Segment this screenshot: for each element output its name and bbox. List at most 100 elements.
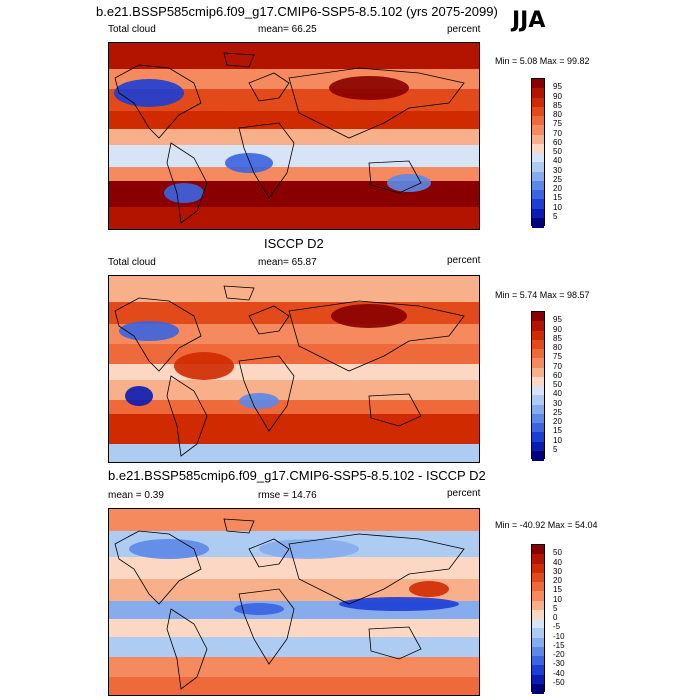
colorbar-segment <box>532 628 544 638</box>
colorbar-tick-label: 15 <box>553 426 562 436</box>
colorbar-segment <box>532 134 544 145</box>
panel-diff-units: percent <box>447 488 481 499</box>
panel-model-minmax: Min = 5.08 Max = 99.82 <box>495 56 590 66</box>
colorbar-segment <box>532 674 544 685</box>
colorbar-tick-label: 90 <box>553 91 562 101</box>
panel-diff-rmse: rmse = 14.76 <box>258 490 317 501</box>
panel-obs-mean: mean= 65.87 <box>258 257 317 268</box>
colorbar-tick-label: 70 <box>553 361 562 371</box>
colorbar-tick-label: 20 <box>553 576 562 585</box>
panel-diff-title: b.e21.BSSP585cmip6.f09_g17.CMIP6-SSP5-8.… <box>108 468 486 483</box>
colorbar-tick-label: 95 <box>553 315 562 325</box>
colorbar-tick-label: 40 <box>553 557 562 567</box>
colorbar-segment <box>532 554 544 564</box>
colorbar-segment <box>532 180 544 191</box>
colorbar-segment <box>532 88 544 98</box>
colorbar-segment <box>532 591 544 601</box>
colorbar-tick-label: 85 <box>553 333 562 343</box>
season-label: JJA <box>512 8 546 33</box>
colorbar-difference <box>531 544 545 694</box>
colorbar-tick-label: 80 <box>553 343 562 352</box>
colorbar-segment <box>532 367 544 378</box>
colorbar-segment <box>532 572 544 583</box>
colorbar-segment <box>532 423 544 433</box>
panel-model-units: percent <box>447 24 481 35</box>
colorbar-tick-label: 40 <box>553 156 562 166</box>
colorbar-segment <box>532 125 544 135</box>
colorbar-tick-label: 25 <box>553 407 562 417</box>
colorbar-tick-label: 60 <box>553 137 562 147</box>
colorbar-tick-label: 40 <box>553 389 562 399</box>
colorbar-tick-label: 70 <box>553 128 562 138</box>
map-obs-total-cloud <box>108 275 480 463</box>
colorbar-tick-label: -40 <box>553 668 565 678</box>
colorbar-segment <box>532 450 544 461</box>
colorbar-tick-label: 10 <box>553 202 562 212</box>
colorbar-tick-label: 15 <box>553 193 562 203</box>
colorbar-tick-label: 5 <box>553 603 558 613</box>
figure-title: b.e21.BSSP585cmip6.f09_g17.CMIP6-SSP5-8.… <box>96 4 498 19</box>
panel-obs-left-label: Total cloud <box>108 257 156 268</box>
colorbar-segment <box>532 609 544 620</box>
map-difference <box>108 508 480 696</box>
panel-model-mean: mean= 66.25 <box>258 24 317 35</box>
colorbar-segment <box>532 330 544 341</box>
colorbar-segment <box>532 217 544 228</box>
colorbar-tick-label: -20 <box>553 650 565 659</box>
colorbar-segment <box>532 413 544 424</box>
colorbar-segment <box>532 153 544 163</box>
colorbar-tick-label: 75 <box>553 119 562 129</box>
colorbar-tick-label: -50 <box>553 677 565 687</box>
panel-obs-minmax: Min = 5.74 Max = 98.57 <box>495 290 590 300</box>
colorbar-tick-label: 50 <box>553 380 562 389</box>
colorbar-segment <box>532 432 544 442</box>
colorbar-tick-label: 10 <box>553 435 562 445</box>
colorbar-tick-label: 85 <box>553 100 562 110</box>
colorbar-tick-label: -10 <box>553 631 565 641</box>
colorbar-segment <box>532 208 544 219</box>
colorbar-segment <box>532 665 544 675</box>
colorbar-tick-label: -5 <box>553 622 561 632</box>
colorbar-tick-label: -15 <box>553 640 565 650</box>
colorbar-segment <box>532 683 544 694</box>
colorbar-segment <box>532 116 544 126</box>
colorbar-segment <box>532 312 544 322</box>
colorbar-segment <box>532 339 544 350</box>
colorbar-segment <box>532 404 544 415</box>
colorbar-segment <box>532 349 544 359</box>
colorbar-segment <box>532 582 544 592</box>
colorbar-segment <box>532 656 544 666</box>
colorbar-tick-label: 50 <box>553 548 562 558</box>
colorbar-tick-label: 25 <box>553 174 562 184</box>
colorbar-segment <box>532 106 544 117</box>
colorbar-tick-label: 30 <box>553 566 562 576</box>
colorbar-segment <box>532 386 544 396</box>
colorbar-segment <box>532 171 544 182</box>
colorbar-tick-label: -30 <box>553 659 565 669</box>
colorbar-tick-label: 5 <box>553 211 558 221</box>
colorbar-tick-label: 20 <box>553 184 562 193</box>
colorbar-tick-label: 95 <box>553 82 562 92</box>
colorbar-tick-label: 75 <box>553 352 562 362</box>
colorbar-segment <box>532 376 544 387</box>
colorbar-segment <box>532 441 544 452</box>
colorbar-segment <box>532 395 544 405</box>
colorbar-segment <box>532 97 544 108</box>
colorbar-tick-label: 60 <box>553 370 562 380</box>
colorbar-segment <box>532 321 544 331</box>
panel-diff-mean: mean = 0.39 <box>108 490 164 501</box>
panel-obs-title: ISCCP D2 <box>264 236 324 251</box>
colorbar-segment <box>532 162 544 172</box>
colorbar-tick-label: 5 <box>553 444 558 454</box>
colorbar-tick-label: 15 <box>553 585 562 595</box>
colorbar-segment <box>532 358 544 368</box>
colorbar-tick-label: 30 <box>553 165 562 175</box>
colorbar-segment <box>532 545 544 555</box>
panel-diff-minmax: Min = -40.92 Max = 54.04 <box>495 520 598 530</box>
panel-obs-units: percent <box>447 255 481 266</box>
colorbar-segment <box>532 143 544 154</box>
colorbar-model <box>531 78 545 228</box>
colorbar-segment <box>532 79 544 89</box>
colorbar-segment <box>532 563 544 574</box>
colorbar-segment <box>532 199 544 209</box>
